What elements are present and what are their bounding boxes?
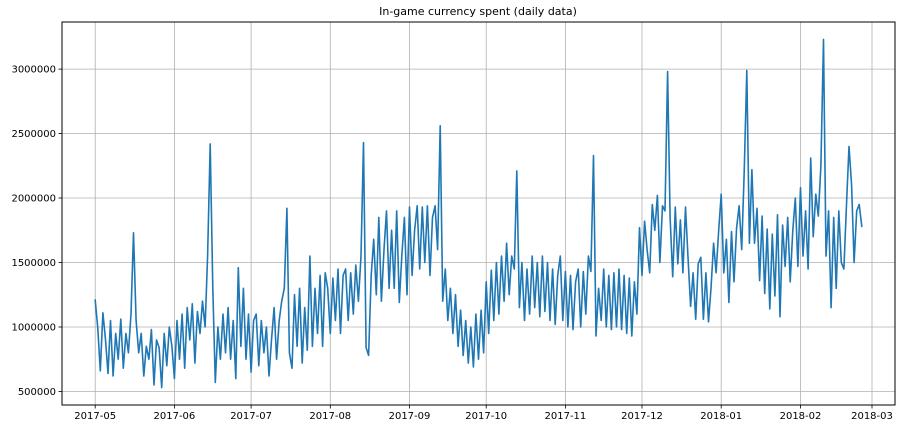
x-tick-label: 2017-06: [154, 411, 196, 422]
x-tick-label: 2017-11: [545, 411, 587, 422]
x-tick-label: 2018-01: [700, 411, 742, 422]
x-tick-label: 2017-07: [230, 411, 272, 422]
x-tick-label: 2017-10: [465, 411, 507, 422]
grid-layer: [62, 22, 895, 405]
y-tick-label: 2000000: [11, 194, 56, 205]
x-tick-label: 2017-12: [621, 411, 663, 422]
x-tick-label: 2018-02: [780, 411, 822, 422]
data-line: [94, 38, 863, 389]
plot-frame: [61, 21, 896, 406]
x-tick-label: 2017-09: [389, 411, 431, 422]
series-layer: [94, 38, 863, 389]
y-tick-label: 1500000: [11, 258, 56, 269]
y-tick-label: 2500000: [11, 129, 56, 140]
x-tick-label: 2017-05: [74, 411, 116, 422]
y-tick-label: 3000000: [11, 65, 56, 76]
x-tick-label: 2018-03: [851, 411, 893, 422]
y-tick-label: 1000000: [11, 323, 56, 334]
x-axis: 2017-05 2017-06 2017-07 2017-08 2017-09 2017-…: [74, 405, 893, 422]
y-axis: 500000 1000000 1500000 2000000 2500000 300000…: [11, 65, 62, 398]
x-tick-label: 2017-08: [309, 411, 351, 422]
y-tick-label: 500000: [18, 387, 56, 398]
chart-title: In-game currency spent (daily data): [379, 5, 577, 18]
